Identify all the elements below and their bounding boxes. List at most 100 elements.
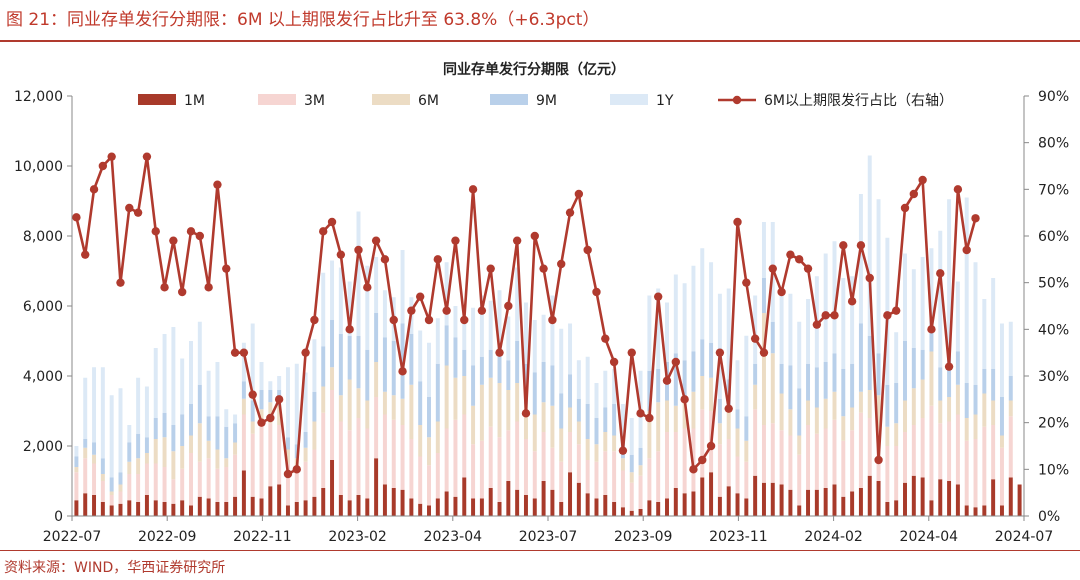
legend-swatch-9M <box>490 94 528 105</box>
bar-1M-11 <box>171 503 176 516</box>
y2-tick-label: 10% <box>1038 462 1069 478</box>
share-point-59 <box>592 287 601 297</box>
share-point-78 <box>759 348 769 357</box>
bar-1Y-25 <box>294 363 299 445</box>
bar-9M-43 <box>453 337 458 378</box>
bar-6M-97 <box>929 351 934 406</box>
bar-1Y-9 <box>153 348 158 418</box>
bar-9M-51 <box>523 363 528 404</box>
issuance-chart: 同业存单发行分期限（亿元） 1M 3M 6M 9M 1Y 6M以上期限发行占比（右轴） 0… <box>14 61 1069 545</box>
bar-6M-90 <box>867 390 872 418</box>
bar-1M-89 <box>858 488 863 516</box>
bar-1Y-45 <box>471 307 476 366</box>
bar-1M-67 <box>665 498 669 516</box>
share-point-36 <box>389 315 398 325</box>
bar-6M-65 <box>647 411 652 459</box>
bar-3M-69 <box>682 428 687 494</box>
bar-1M-103 <box>982 505 987 516</box>
bar-1M-10 <box>162 502 167 516</box>
share-point-84 <box>812 320 822 329</box>
bar-3M-40 <box>427 465 431 506</box>
bar-9M-58 <box>585 404 590 439</box>
bar-3M-6 <box>127 474 132 501</box>
share-point-57 <box>574 189 584 199</box>
bar-1M-9 <box>153 500 158 516</box>
bar-6M-75 <box>735 428 740 457</box>
bar-1M-45 <box>471 498 476 516</box>
chart-title: 同业存单发行分期限（亿元） <box>443 61 625 78</box>
bar-9M-78 <box>761 278 766 313</box>
bar-1M-21 <box>259 498 264 516</box>
bar-6M-18 <box>233 442 238 455</box>
legend-label-3M: 3M <box>304 93 325 109</box>
bar-9M-81 <box>788 365 793 410</box>
share-point-9 <box>151 227 160 236</box>
bar-1M-56 <box>568 472 573 516</box>
bar-1Y-37 <box>400 250 405 324</box>
bar-9M-5 <box>118 472 123 485</box>
share-point-23 <box>274 395 284 404</box>
bar-1Y-86 <box>832 241 837 354</box>
bar-1Y-59 <box>594 383 599 418</box>
bar-1Y-83 <box>806 299 811 364</box>
bar-6M-104 <box>991 400 996 425</box>
bar-3M-95 <box>911 425 916 476</box>
bar-9M-106 <box>1008 376 1013 401</box>
bar-1Y-43 <box>453 306 458 338</box>
bar-9M-12 <box>180 414 185 446</box>
share-point-33 <box>363 283 372 292</box>
bar-1M-90 <box>867 475 872 516</box>
bar-6M-87 <box>841 416 846 441</box>
bar-3M-80 <box>779 430 784 485</box>
bar-9M-49 <box>506 360 511 390</box>
bar-3M-29 <box>330 390 335 460</box>
bar-1Y-96 <box>920 257 925 350</box>
bar-6M-84 <box>814 407 819 434</box>
bar-6M-41 <box>435 421 440 453</box>
share-point-54 <box>548 315 557 325</box>
bar-3M-82 <box>797 454 802 506</box>
share-point-87 <box>839 241 848 250</box>
bar-1M-13 <box>189 505 193 516</box>
bar-9M-8 <box>144 437 149 453</box>
bar-1M-76 <box>744 498 749 516</box>
bar-3M-16 <box>215 468 220 502</box>
bar-6M-38 <box>409 384 414 439</box>
bar-9M-30 <box>338 334 343 396</box>
bar-9M-27 <box>312 391 317 422</box>
bar-6M-85 <box>823 398 828 429</box>
bar-6M-44 <box>462 376 467 415</box>
bar-3M-27 <box>312 449 317 497</box>
bar-1Y-22 <box>268 381 273 390</box>
bar-6M-19 <box>241 398 246 415</box>
bar-6M-29 <box>330 367 335 390</box>
bar-9M-57 <box>576 398 581 422</box>
bar-1Y-7 <box>136 377 141 434</box>
share-point-90 <box>865 273 874 283</box>
bar-9M-90 <box>867 335 872 390</box>
bar-9M-7 <box>136 433 141 459</box>
bar-1Y-101 <box>964 197 969 383</box>
bar-3M-66 <box>656 451 661 502</box>
bar-1M-27 <box>312 496 317 516</box>
bar-3M-45 <box>471 444 476 499</box>
bar-3M-37 <box>400 425 405 490</box>
bar-3M-83 <box>806 425 811 490</box>
bar-6M-59 <box>594 444 599 462</box>
share-point-32 <box>354 245 363 255</box>
bar-6M-4 <box>109 491 114 495</box>
bar-9M-1 <box>83 439 88 448</box>
bar-6M-100 <box>955 384 960 415</box>
share-point-76 <box>742 278 751 287</box>
share-point-39 <box>415 292 425 301</box>
bar-1Y-62 <box>620 404 625 438</box>
bar-3M-52 <box>532 451 537 499</box>
bar-1Y-102 <box>973 262 978 385</box>
figure-title: 图 21：同业存单发行分期限：6M 以上期限发行占比升至 63.8%（+6.3p… <box>6 10 600 30</box>
bar-9M-16 <box>215 416 220 450</box>
share-point-83 <box>803 264 813 273</box>
bar-1M-102 <box>973 507 978 516</box>
bar-3M-87 <box>841 440 846 497</box>
bar-1M-38 <box>409 498 414 516</box>
bar-3M-58 <box>585 460 590 494</box>
